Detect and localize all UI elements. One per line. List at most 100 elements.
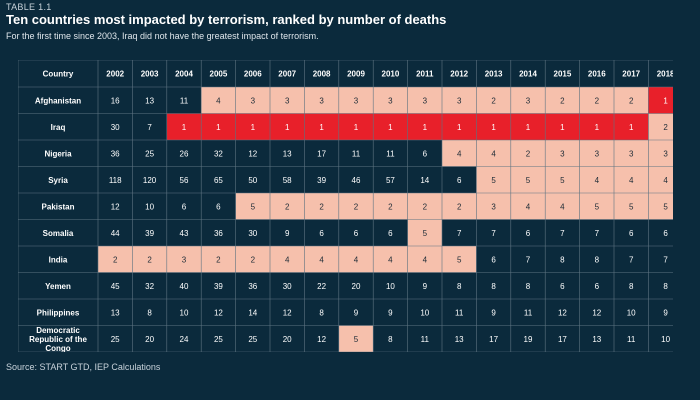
heatmap-cell: [304, 272, 339, 299]
heatmap-cell: [579, 325, 614, 352]
rank-value: 9: [491, 308, 496, 317]
rank-value: 20: [352, 282, 361, 291]
heatmap-cell: [648, 246, 673, 273]
heatmap-cell: [132, 193, 167, 220]
rank-value: 2: [354, 202, 359, 211]
heatmap-cell: [373, 219, 408, 246]
heatmap-cell: [201, 87, 236, 114]
heatmap-cell: [201, 193, 236, 220]
heatmap-cell: [373, 272, 408, 299]
rank-value: 2: [319, 202, 324, 211]
rank-value: 19: [524, 335, 533, 344]
heatmap-cell: [614, 325, 649, 352]
heatmap-cell: [476, 166, 511, 193]
heatmap-cell: [476, 219, 511, 246]
heatmap-cell: [442, 166, 477, 193]
rank-value: 10: [627, 308, 636, 317]
rank-value: 12: [317, 335, 326, 344]
year-header: 2018: [657, 70, 673, 79]
heatmap-cell: [579, 87, 614, 114]
heatmap-cell: [510, 113, 546, 140]
rank-value: 11: [421, 335, 430, 344]
rank-value: 13: [283, 149, 292, 158]
rank-value: 3: [560, 149, 565, 158]
rank-value: 3: [526, 96, 531, 105]
heatmap-cell: [304, 113, 339, 140]
heatmap-cell: [476, 272, 511, 299]
rank-value: 39: [214, 282, 223, 291]
year-header: 2010: [382, 70, 400, 79]
rank-value: 4: [216, 96, 221, 105]
rank-value: 2: [629, 96, 634, 105]
heatmap-cell: [579, 193, 614, 220]
rank-value: 6: [319, 229, 324, 238]
rank-value: 11: [455, 308, 464, 317]
rank-value: 45: [111, 282, 120, 291]
chart-title: Ten countries most impacted by terrorism…: [6, 12, 447, 27]
heatmap-cell: [166, 272, 202, 299]
rank-value: 8: [457, 282, 462, 291]
heatmap-cell: [510, 166, 546, 193]
heatmap-cell: [579, 113, 614, 140]
heatmap-cell: [235, 113, 270, 140]
rank-value: 5: [663, 202, 668, 211]
rank-value: 6: [663, 229, 668, 238]
chart-subtitle: For the first time since 2003, Iraq did …: [6, 31, 319, 41]
rank-value: 4: [629, 176, 634, 185]
country-label: Philippines: [37, 308, 80, 317]
rank-value: 2: [113, 255, 118, 264]
rank-value: 43: [180, 229, 189, 238]
rank-value: 17: [317, 149, 326, 158]
rank-value: 8: [147, 308, 152, 317]
heatmap-cell: [407, 246, 442, 273]
heatmap-cell: [270, 140, 305, 167]
heatmap-cell: [545, 193, 580, 220]
year-header: 2016: [588, 70, 606, 79]
rank-value: 2: [526, 149, 531, 158]
rank-value: 9: [354, 308, 359, 317]
rank-value: 13: [145, 96, 154, 105]
rank-value: 6: [595, 282, 600, 291]
heatmap-cell: [304, 246, 339, 273]
heatmap-cell: [614, 113, 649, 140]
heatmap-cell: [373, 193, 408, 220]
heatmap-cell: [270, 219, 305, 246]
rank-value: 5: [491, 176, 496, 185]
year-header: 2008: [313, 70, 331, 79]
rank-value: 6: [423, 149, 428, 158]
heatmap-cell: [98, 166, 133, 193]
rank-value: 120: [143, 176, 157, 185]
heatmap-cell: [442, 87, 477, 114]
rank-value: 50: [248, 176, 257, 185]
rank-value: 1: [182, 123, 187, 132]
rank-value: 26: [180, 149, 189, 158]
rank-value: 8: [560, 255, 565, 264]
rank-value: 6: [354, 229, 359, 238]
heatmap-cell: [648, 87, 673, 114]
rank-value: 10: [661, 335, 670, 344]
rank-value: 8: [491, 282, 496, 291]
table-label: TABLE 1.1: [6, 2, 52, 12]
rank-value: 9: [388, 308, 393, 317]
country-label: Iraq: [51, 123, 66, 132]
rank-value: 6: [491, 255, 496, 264]
rank-value: 12: [111, 202, 120, 211]
country-label: Democratic Republic of the Congo: [29, 326, 87, 352]
heatmap-cell: [304, 87, 339, 114]
rank-value: 1: [423, 123, 428, 132]
heatmap-cell: [132, 113, 167, 140]
heatmap-cell: [510, 219, 546, 246]
heatmap-cell: [270, 113, 305, 140]
year-header: 2007: [278, 70, 296, 79]
heatmap-cell: [510, 140, 546, 167]
heatmap-cell: [476, 140, 511, 167]
rank-value: 6: [388, 229, 393, 238]
rank-value: 3: [491, 202, 496, 211]
rank-value: 46: [352, 176, 361, 185]
rank-value: 10: [386, 282, 395, 291]
rank-value: 5: [560, 176, 565, 185]
heatmap-cell: [442, 193, 477, 220]
rank-value: 36: [248, 282, 257, 291]
rank-value: 118: [109, 176, 122, 185]
heatmap-cell: [579, 140, 614, 167]
